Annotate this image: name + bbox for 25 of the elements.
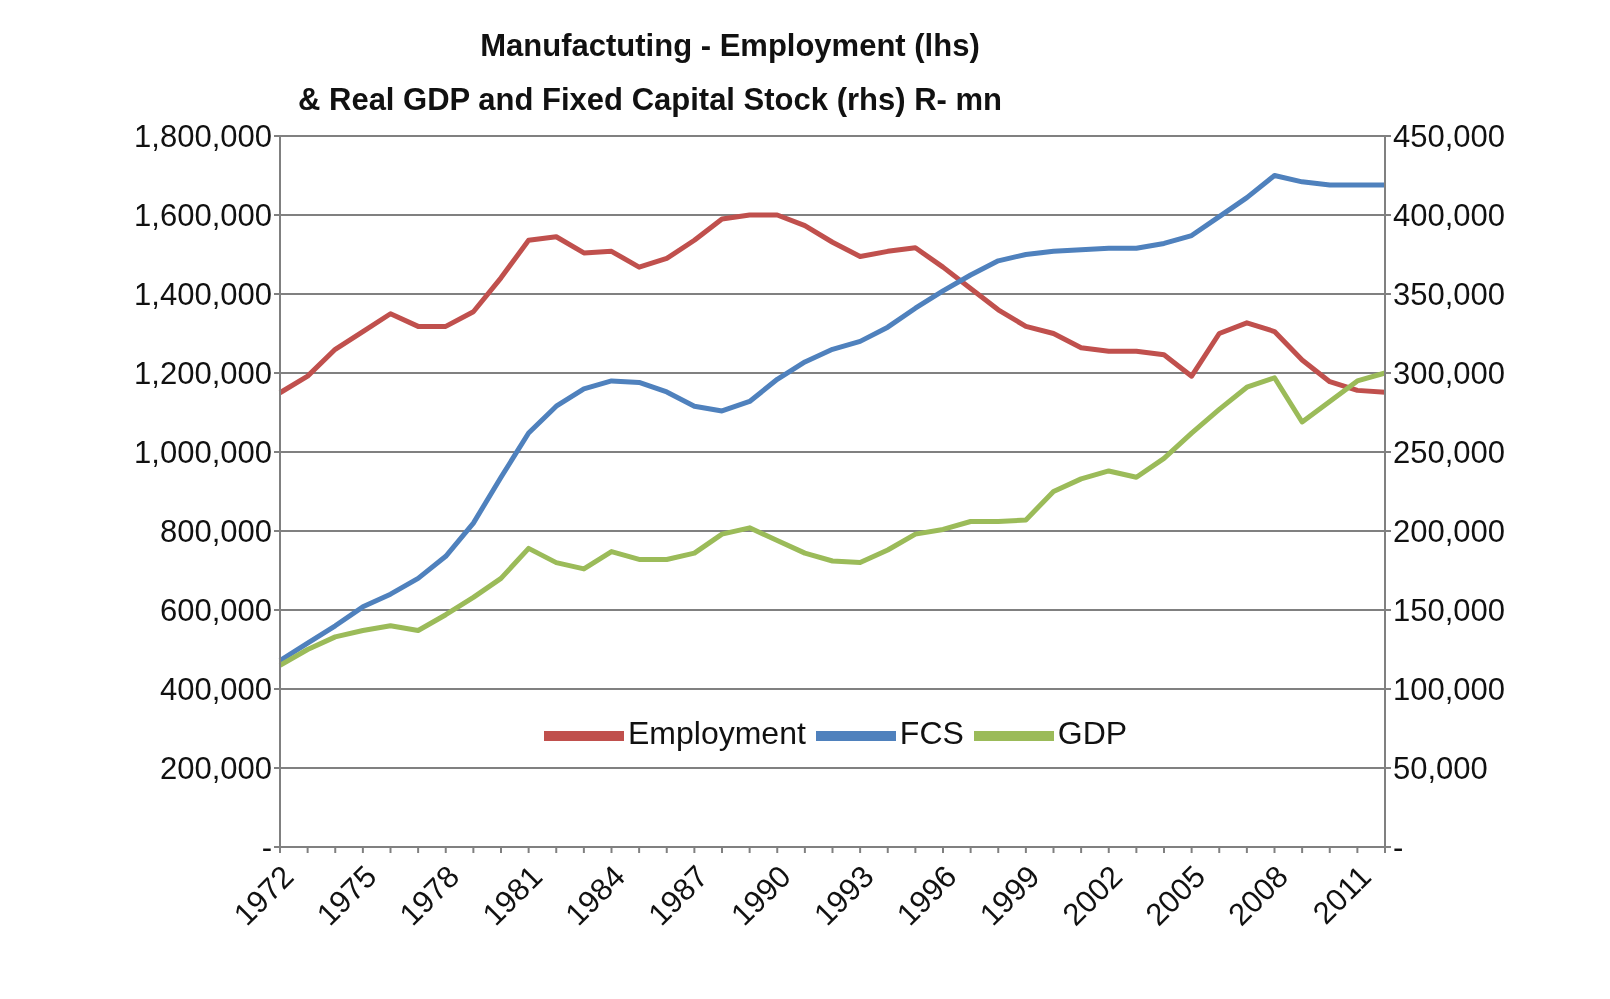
y-tick-label: 400,000 bbox=[159, 672, 272, 708]
y2-tick-label: 200,000 bbox=[1393, 514, 1506, 550]
chart-subtitle: & Real GDP and Fixed Capital Stock (rhs) R- mn bbox=[298, 82, 1002, 118]
legend-label: Employment bbox=[628, 715, 806, 752]
y2-tick-label: 400,000 bbox=[1393, 198, 1506, 234]
y2-tick-label: 150,000 bbox=[1393, 593, 1506, 629]
legend-label: FCS bbox=[899, 715, 964, 752]
legend-label: GDP bbox=[1057, 715, 1128, 752]
y2-tick-label: 100,000 bbox=[1393, 672, 1506, 708]
y-tick-label: 200,000 bbox=[159, 751, 272, 787]
y-tick-label: 800,000 bbox=[159, 514, 272, 550]
y2-tick-label: 350,000 bbox=[1393, 277, 1506, 313]
y2-tick-label: - bbox=[1393, 830, 1404, 866]
y-tick-label: 1,600,000 bbox=[134, 198, 272, 234]
y2-tick-label: 50,000 bbox=[1393, 751, 1488, 787]
y-tick-label: 1,800,000 bbox=[134, 119, 272, 155]
y-tick-label: 1,400,000 bbox=[134, 277, 272, 313]
chart-title: Manufactuting - Employment (lhs) bbox=[479, 28, 981, 64]
y2-tick-label: 250,000 bbox=[1393, 435, 1506, 471]
y-tick-label: 600,000 bbox=[159, 593, 272, 629]
y-tick-label: 1,000,000 bbox=[134, 435, 272, 471]
y-tick-label: 1,200,000 bbox=[134, 356, 272, 392]
y-tick-label: - bbox=[261, 830, 272, 866]
y2-tick-label: 300,000 bbox=[1393, 356, 1506, 392]
y2-tick-label: 450,000 bbox=[1393, 119, 1506, 155]
